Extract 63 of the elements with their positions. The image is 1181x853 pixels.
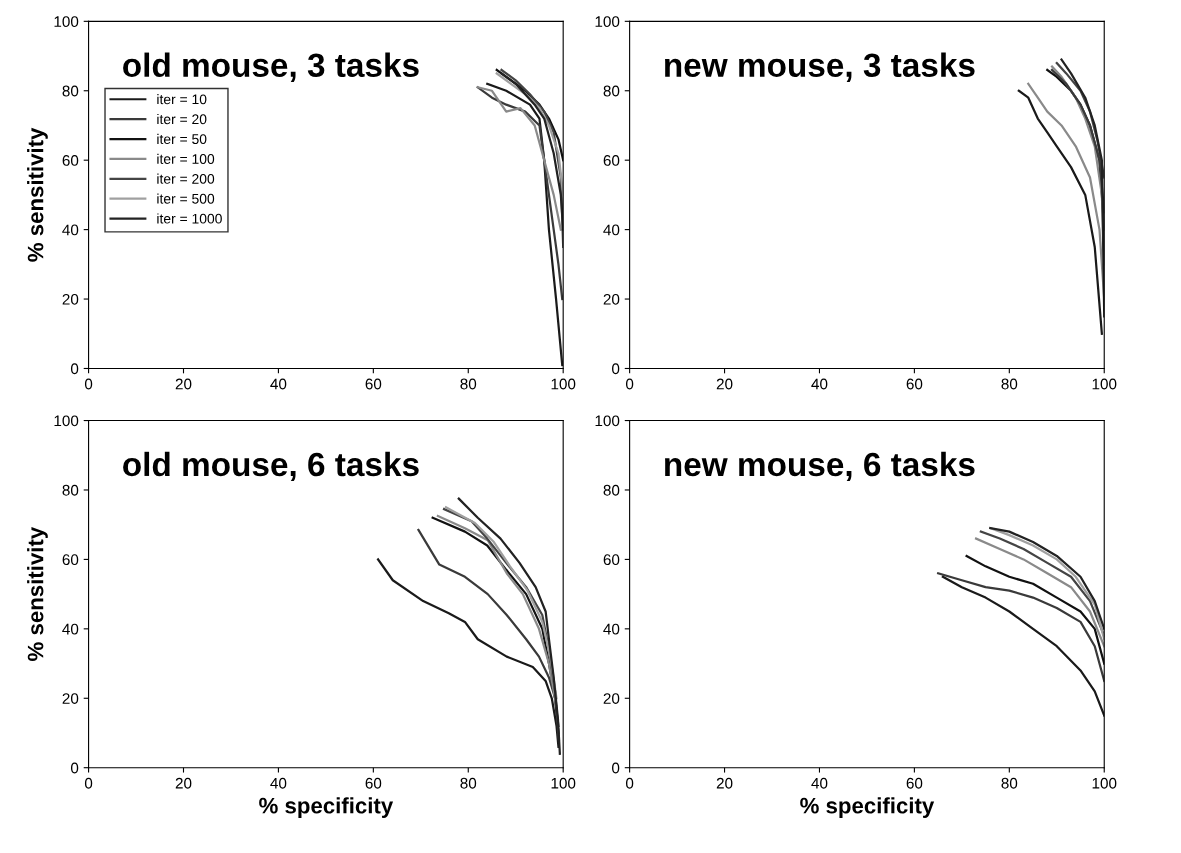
legend-label: iter = 100 bbox=[157, 153, 215, 164]
text: new mouse, 3 tasks bbox=[665, 52, 975, 82]
y-tick-label: 40 bbox=[603, 224, 620, 236]
x-tick-label: 80 bbox=[1001, 378, 1018, 390]
x-tick-label: 20 bbox=[175, 378, 192, 390]
text: new mouse, 6 tasks bbox=[665, 451, 975, 482]
x-tick-label: 100 bbox=[551, 777, 576, 789]
y-axis-title: % sensitivity bbox=[27, 127, 48, 262]
legend-label: iter = 20 bbox=[157, 113, 207, 125]
x-tick-label: 20 bbox=[175, 777, 192, 789]
x-tick-label: 40 bbox=[270, 378, 287, 390]
x-tick-label: 40 bbox=[811, 378, 828, 390]
y-tick-label: 20 bbox=[62, 693, 79, 704]
x-tick-label: 0 bbox=[625, 378, 634, 390]
x-axis-title: % specificity bbox=[800, 797, 935, 818]
y-tick-label: 0 bbox=[612, 762, 620, 774]
x-tick-label: 0 bbox=[625, 777, 634, 789]
y-tick-label: 60 bbox=[62, 554, 79, 566]
y-tick-label: 20 bbox=[603, 693, 620, 704]
y-tick-label: 80 bbox=[603, 484, 620, 496]
y-tick-label: 0 bbox=[612, 363, 620, 375]
legend-label: iter = 1000 bbox=[157, 213, 222, 224]
legend-label: iter = 500 bbox=[157, 193, 215, 204]
y-tick-label: 0 bbox=[70, 363, 79, 375]
x-tick-label: 60 bbox=[906, 378, 923, 390]
y-tick-label: 60 bbox=[603, 155, 620, 166]
x-tick-label: 100 bbox=[1092, 378, 1117, 390]
y-tick-label: 40 bbox=[62, 623, 79, 635]
y-tick-label: 40 bbox=[603, 623, 620, 635]
legend-label: iter = 200 bbox=[157, 173, 215, 184]
y-tick-label: 20 bbox=[62, 293, 79, 305]
y-tick-label: 100 bbox=[595, 16, 620, 28]
x-tick-label: 40 bbox=[811, 777, 828, 789]
y-tick-label: 80 bbox=[603, 85, 620, 97]
x-axis-title: % specificity bbox=[259, 797, 394, 818]
y-tick-label: 100 bbox=[54, 415, 79, 427]
y-tick-label: 60 bbox=[62, 155, 79, 166]
x-tick-label: 0 bbox=[84, 777, 93, 789]
y-tick-label: 60 bbox=[603, 554, 620, 566]
y-tick-label: 100 bbox=[54, 16, 79, 28]
x-tick-label: 80 bbox=[460, 378, 477, 390]
x-tick-label: 100 bbox=[551, 378, 576, 390]
legend-label: iter = 10 bbox=[157, 94, 207, 105]
y-tick-label: 20 bbox=[603, 293, 620, 305]
x-tick-label: 20 bbox=[716, 777, 733, 789]
x-tick-label: 40 bbox=[270, 777, 287, 789]
y-tick-label: 80 bbox=[62, 484, 79, 496]
y-tick-label: 0 bbox=[70, 762, 79, 774]
legend-label: iter = 50 bbox=[157, 133, 207, 145]
x-tick-label: 60 bbox=[906, 777, 923, 789]
x-tick-label: 0 bbox=[84, 378, 93, 390]
y-axis-title: % sensitivity bbox=[27, 526, 48, 661]
y-tick-label: 100 bbox=[595, 415, 620, 427]
x-tick-label: 80 bbox=[460, 777, 477, 789]
x-tick-label: 60 bbox=[365, 777, 382, 789]
y-tick-label: 40 bbox=[62, 224, 79, 236]
text: old mouse, 6 tasks bbox=[123, 451, 419, 482]
x-tick-label: 60 bbox=[365, 378, 382, 390]
x-tick-label: 80 bbox=[1001, 777, 1018, 789]
x-tick-label: 100 bbox=[1092, 777, 1117, 789]
text: old mouse, 3 tasks bbox=[123, 52, 419, 82]
y-tick-label: 80 bbox=[62, 85, 79, 97]
x-tick-label: 20 bbox=[716, 378, 733, 390]
